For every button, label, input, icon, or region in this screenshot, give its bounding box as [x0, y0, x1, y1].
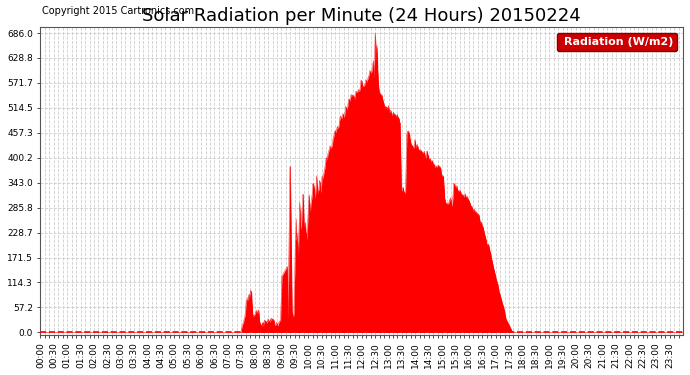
Title: Solar Radiation per Minute (24 Hours) 20150224: Solar Radiation per Minute (24 Hours) 20…: [142, 8, 581, 26]
Legend: Radiation (W/m2): Radiation (W/m2): [557, 33, 678, 51]
Text: Copyright 2015 Cartronics.com: Copyright 2015 Cartronics.com: [41, 6, 194, 16]
